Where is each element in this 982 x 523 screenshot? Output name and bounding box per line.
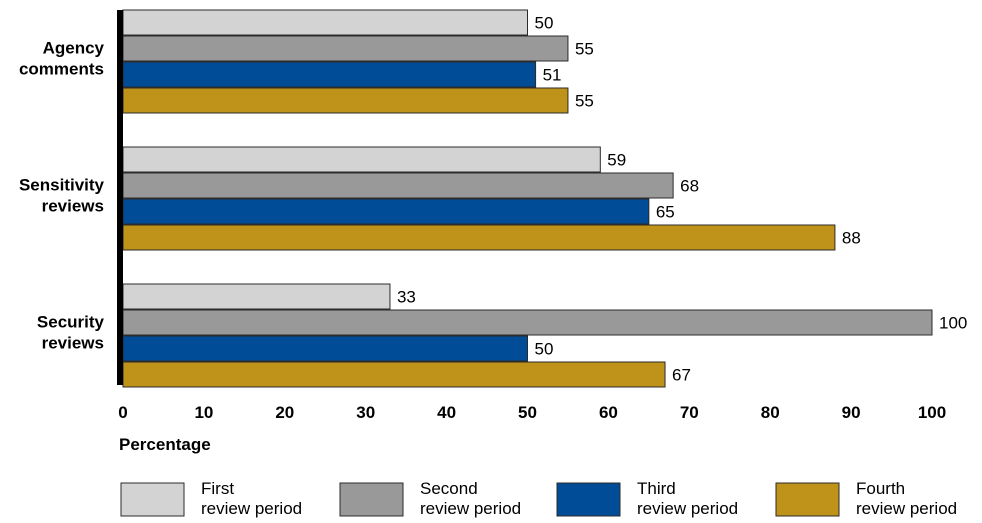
data-label: 55: [575, 40, 594, 59]
legend-swatch: [556, 482, 621, 517]
legend-label: Second review period: [420, 479, 521, 518]
data-label: 65: [656, 203, 675, 222]
data-label: 51: [543, 66, 562, 85]
bar: [122, 61, 537, 88]
legend-swatch: [120, 482, 185, 517]
tick-label: 50: [518, 403, 537, 422]
data-label: 55: [575, 92, 594, 111]
category-label: Sensitivity reviews: [19, 176, 105, 216]
legend-label: First review period: [201, 479, 302, 518]
tick-label: 0: [118, 403, 127, 422]
tick-label: 100: [918, 403, 946, 422]
bar: [122, 198, 650, 225]
tick-label: 90: [842, 403, 861, 422]
bar: [122, 146, 601, 173]
x-axis-title: Percentage: [119, 435, 211, 454]
legend-label: Fourth review period: [856, 479, 957, 518]
tick-label: 20: [275, 403, 294, 422]
tick-label: 10: [194, 403, 213, 422]
legend-swatch: [775, 482, 840, 517]
category-label: Security reviews: [37, 313, 105, 353]
tick-label: 40: [437, 403, 456, 422]
data-label: 100: [939, 314, 967, 333]
legend-label: Third review period: [637, 479, 738, 518]
data-label: 50: [535, 340, 554, 359]
tick-label: 60: [599, 403, 618, 422]
data-label: 68: [680, 177, 699, 196]
x-axis-ticks: 0 10 20 30 40 50 60 70 80 90 100: [118, 403, 946, 422]
bar: [122, 335, 528, 362]
data-label: 88: [842, 229, 861, 248]
labels-layer: Agency comments Sensitivity reviews Security…: [19, 39, 105, 353]
category-label: Agency comments: [19, 39, 105, 79]
data-label: 50: [535, 14, 554, 33]
legend-swatch: [339, 482, 404, 517]
data-label: 33: [397, 288, 416, 307]
bar: [122, 172, 674, 199]
bar: [122, 283, 391, 310]
data-label: 67: [672, 366, 691, 385]
bar: [122, 224, 836, 251]
tick-label: 30: [356, 403, 375, 422]
legend: First review period Second review period Thi…: [120, 479, 957, 518]
bar: [122, 35, 569, 62]
bar: [122, 361, 666, 388]
bar: [122, 309, 933, 336]
bars-layer: 50 55 51 55 59 68 65 88 33 100 50 67: [122, 9, 967, 388]
tick-label: 70: [680, 403, 699, 422]
tick-label: 80: [761, 403, 780, 422]
bar: [122, 87, 569, 114]
y-axis-line: [117, 10, 123, 385]
bar: [122, 9, 528, 36]
data-label: 59: [607, 151, 626, 170]
